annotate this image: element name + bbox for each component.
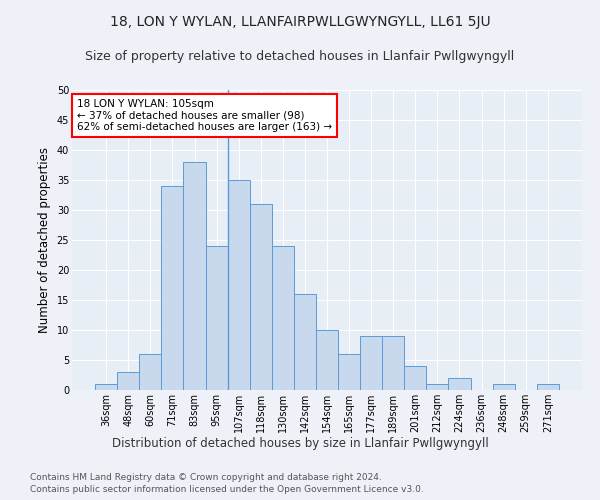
- Bar: [184, 162, 206, 390]
- Bar: [360, 336, 382, 390]
- Bar: [493, 384, 515, 390]
- Bar: [250, 204, 272, 390]
- Bar: [161, 186, 184, 390]
- Text: Size of property relative to detached houses in Llanfair Pwllgwyngyll: Size of property relative to detached ho…: [85, 50, 515, 63]
- Bar: [537, 384, 559, 390]
- Bar: [294, 294, 316, 390]
- Text: 18 LON Y WYLAN: 105sqm
← 37% of detached houses are smaller (98)
62% of semi-det: 18 LON Y WYLAN: 105sqm ← 37% of detached…: [77, 99, 332, 132]
- Text: Contains public sector information licensed under the Open Government Licence v3: Contains public sector information licen…: [30, 485, 424, 494]
- Bar: [382, 336, 404, 390]
- Bar: [117, 372, 139, 390]
- Text: Distribution of detached houses by size in Llanfair Pwllgwyngyll: Distribution of detached houses by size …: [112, 438, 488, 450]
- Bar: [227, 180, 250, 390]
- Bar: [427, 384, 448, 390]
- Y-axis label: Number of detached properties: Number of detached properties: [38, 147, 51, 333]
- Bar: [404, 366, 427, 390]
- Bar: [272, 246, 294, 390]
- Bar: [338, 354, 360, 390]
- Text: Contains HM Land Registry data © Crown copyright and database right 2024.: Contains HM Land Registry data © Crown c…: [30, 472, 382, 482]
- Bar: [316, 330, 338, 390]
- Bar: [448, 378, 470, 390]
- Bar: [139, 354, 161, 390]
- Bar: [95, 384, 117, 390]
- Bar: [206, 246, 227, 390]
- Text: 18, LON Y WYLAN, LLANFAIRPWLLGWYNGYLL, LL61 5JU: 18, LON Y WYLAN, LLANFAIRPWLLGWYNGYLL, L…: [110, 15, 490, 29]
